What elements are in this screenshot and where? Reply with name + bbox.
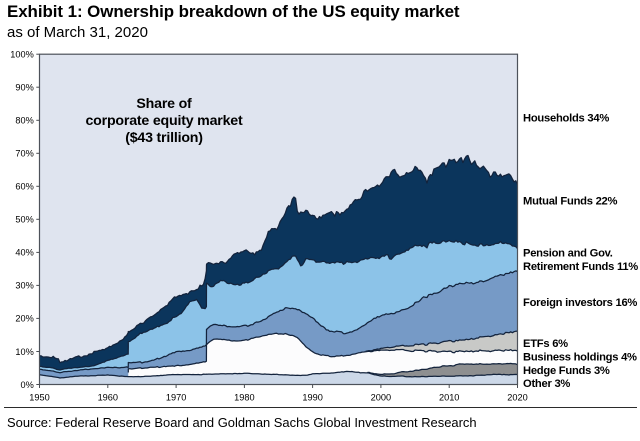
svg-text:1980: 1980 — [234, 393, 254, 403]
svg-text:1950: 1950 — [29, 393, 49, 403]
svg-text:100%: 100% — [10, 50, 34, 60]
svg-text:20%: 20% — [15, 314, 33, 324]
svg-text:Business holdings 4%: Business holdings 4% — [523, 351, 637, 363]
svg-text:Share of: Share of — [136, 96, 192, 112]
svg-text:70%: 70% — [15, 149, 33, 159]
svg-text:1990: 1990 — [302, 393, 322, 403]
svg-text:60%: 60% — [15, 182, 33, 192]
svg-text:90%: 90% — [15, 83, 33, 93]
svg-text:ETFs 6%: ETFs 6% — [523, 338, 568, 350]
svg-text:Pension and Gov.: Pension and Gov. — [523, 248, 613, 260]
svg-text:Retirement Funds 11%: Retirement Funds 11% — [523, 261, 638, 273]
svg-text:50%: 50% — [15, 215, 33, 225]
svg-text:80%: 80% — [15, 116, 33, 126]
svg-text:30%: 30% — [15, 281, 33, 291]
svg-text:corporate equity market: corporate equity market — [85, 113, 243, 129]
svg-text:($43 trillion): ($43 trillion) — [125, 130, 203, 146]
svg-text:0%: 0% — [21, 380, 34, 390]
svg-text:2000: 2000 — [371, 393, 391, 403]
svg-text:40%: 40% — [15, 248, 33, 258]
svg-text:1960: 1960 — [98, 393, 118, 403]
svg-text:1970: 1970 — [166, 393, 186, 403]
svg-text:Households 34%: Households 34% — [523, 112, 609, 124]
svg-text:10%: 10% — [15, 347, 33, 357]
svg-text:2020: 2020 — [507, 393, 527, 403]
svg-text:Hedge Funds 3%: Hedge Funds 3% — [523, 365, 610, 377]
svg-text:Mutual Funds 22%: Mutual Funds 22% — [523, 195, 618, 207]
svg-text:Foreign investors 16%: Foreign investors 16% — [523, 297, 637, 309]
svg-text:Other 3%: Other 3% — [523, 378, 570, 390]
svg-text:2010: 2010 — [439, 393, 459, 403]
